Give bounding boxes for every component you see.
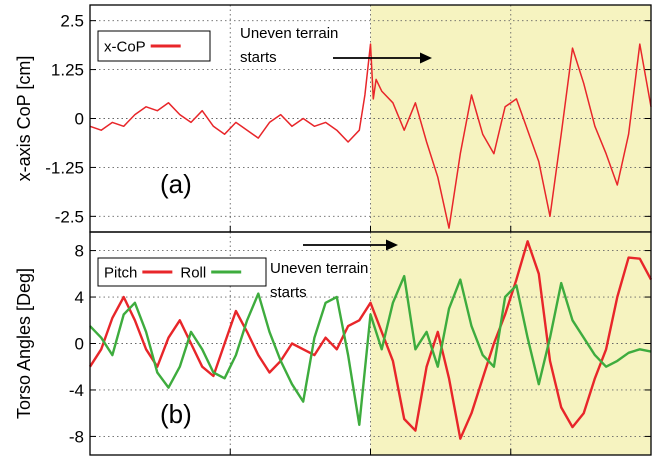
legend-label: Pitch [104, 265, 137, 282]
y-tick-label: 0 [75, 335, 84, 354]
series-line-roll [89, 274, 652, 426]
y-tick-label: -1.25 [45, 158, 84, 177]
series-line-x-cop [89, 43, 652, 229]
series-line-pitch [88, 240, 653, 440]
legend-label: x-CoP [104, 39, 146, 56]
y-tick-label: -4 [69, 381, 84, 400]
y-tick-label: -2.5 [55, 207, 84, 226]
legend-label: Roll [180, 265, 206, 282]
annotation-text: starts [240, 49, 277, 66]
y-axis-label: x-axis CoP [cm] [14, 56, 34, 182]
panel-label: (a) [160, 169, 192, 199]
annotation-arrowhead [386, 239, 398, 251]
y-axis-label: Torso Angles [Deg] [14, 268, 34, 419]
annotation-text: starts [270, 284, 307, 301]
y-tick-label: 4 [75, 288, 84, 307]
y-tick-label: 8 [75, 242, 84, 261]
y-tick-label: 2.5 [60, 12, 84, 31]
y-tick-label: 1.25 [51, 61, 84, 80]
panel-label: (b) [160, 399, 192, 429]
y-tick-label: 0 [75, 110, 84, 129]
y-tick-label: -8 [69, 427, 84, 446]
annotation-text: Uneven terrain [240, 25, 338, 42]
annotation-text: Uneven terrain [270, 260, 368, 277]
annotation-arrowhead [420, 52, 432, 64]
